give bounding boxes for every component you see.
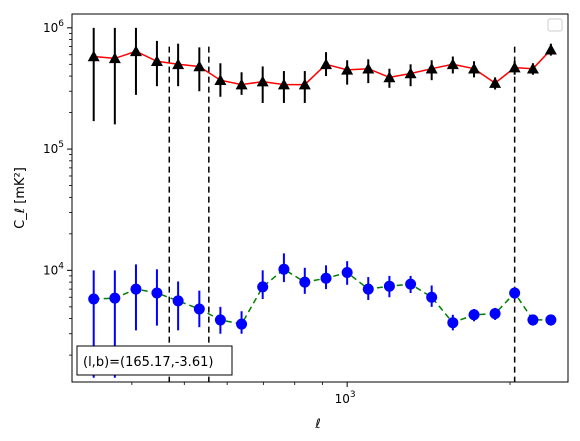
data-point-circle (151, 287, 163, 299)
data-point-circle (527, 314, 539, 326)
data-point-triangle (87, 50, 100, 62)
data-point-triangle (256, 75, 269, 87)
data-point-circle (109, 292, 121, 304)
data-point-circle (214, 314, 226, 326)
data-point-triangle (235, 78, 248, 90)
data-point-triangle (320, 58, 333, 70)
data-point-triangle (446, 58, 459, 70)
data-point-triangle (193, 60, 206, 72)
data-point-circle (468, 309, 480, 321)
data-point-triangle (108, 52, 121, 64)
data-point-triangle (383, 71, 396, 83)
vertical-reference-lines (168, 46, 516, 382)
series-1 (88, 253, 557, 378)
series-0 (87, 27, 557, 125)
x-axis-label: ℓ (314, 417, 320, 432)
data-point-triangle (341, 63, 354, 75)
data-point-triangle (129, 45, 142, 57)
data-point-circle (383, 280, 395, 292)
data-point-triangle (214, 74, 227, 85)
data-point-circle (172, 295, 184, 307)
data-point-triangle (150, 55, 163, 67)
data-point-triangle (489, 77, 502, 88)
data-point-triangle (362, 62, 375, 74)
data-point-triangle (425, 62, 438, 74)
data-point-circle (509, 287, 521, 299)
annotation-box: (l,b)=(165.17,-3.61) (76, 345, 233, 376)
y-tick-label: 106 (43, 19, 64, 35)
axis-ticks: 104 105 106 103 (43, 19, 511, 406)
data-point-circle (257, 281, 269, 293)
y-tick-label: 104 (43, 261, 64, 277)
data-point-triangle (508, 61, 521, 73)
annotation-text: (l,b)=(165.17,-3.61) (83, 355, 213, 370)
legend-box (547, 18, 563, 32)
data-point-circle (447, 317, 459, 329)
data-point-circle (545, 314, 557, 326)
data-point-circle (130, 283, 142, 295)
data-point-circle (426, 291, 438, 303)
data-point-circle (278, 263, 290, 275)
data-point-triangle (468, 62, 481, 74)
data-point-circle (299, 276, 311, 288)
data-point-circle (193, 303, 205, 315)
data-point-circle (320, 272, 332, 284)
data-point-circle (489, 308, 501, 320)
data-point-circle (236, 318, 248, 330)
data-point-circle (341, 266, 353, 278)
data-point-triangle (172, 58, 185, 70)
data-point-triangle (404, 67, 417, 79)
data-point-triangle (526, 62, 539, 74)
x-tick-label: 103 (335, 390, 356, 406)
data-point-triangle (298, 78, 311, 90)
data-point-circle (405, 278, 417, 290)
series-layer (87, 27, 557, 378)
y-tick-label: 105 (43, 140, 64, 156)
data-point-triangle (277, 78, 290, 90)
plot-area (71, 13, 569, 383)
data-point-circle (362, 283, 374, 295)
data-point-circle (88, 293, 100, 305)
y-axis-label: C_ℓ [mK²] (13, 167, 28, 229)
data-point-triangle (544, 43, 557, 55)
